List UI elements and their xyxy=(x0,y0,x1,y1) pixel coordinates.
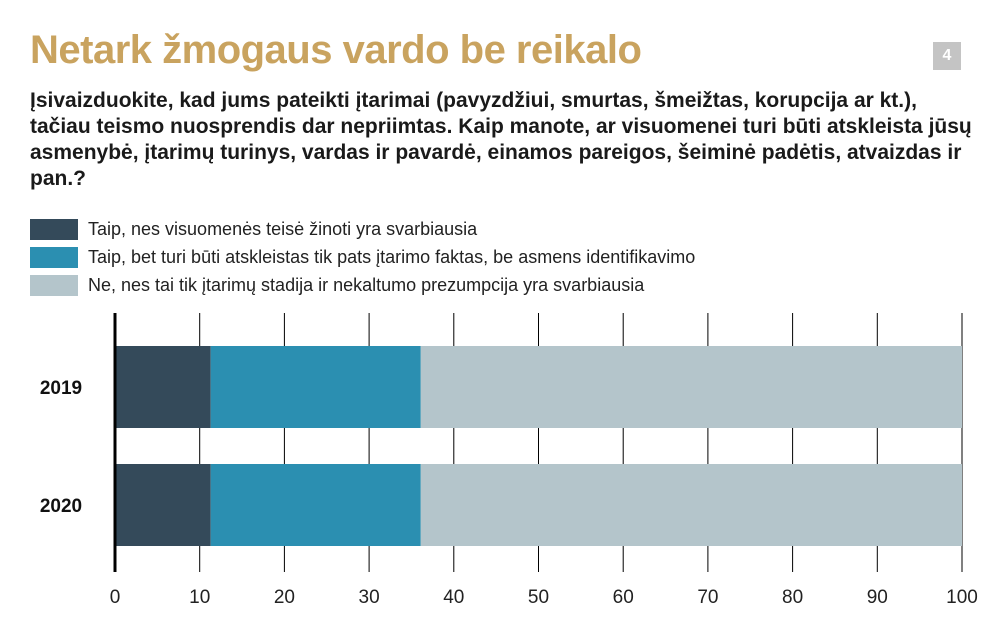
x-tick-label: 90 xyxy=(867,587,888,608)
x-tick-label: 100 xyxy=(946,587,978,608)
x-tick-label: 0 xyxy=(110,587,121,608)
chart-subtitle: Įsivaizduokite, kad jums pateikti įtarim… xyxy=(30,89,972,190)
x-tick-label: 80 xyxy=(782,587,803,608)
bar-segment xyxy=(210,464,421,546)
bar-segment xyxy=(115,464,211,546)
category-label: 2019 xyxy=(40,378,82,399)
x-tick-label: 30 xyxy=(359,587,380,608)
legend-label: Taip, bet turi būti atskleistas tik pats… xyxy=(88,246,696,267)
bar-segment xyxy=(420,346,963,428)
legend-swatch xyxy=(30,218,78,240)
legend-label: Ne, nes tai tik įtarimų stadija ir nekal… xyxy=(88,274,645,295)
category-label: 2020 xyxy=(40,496,82,517)
bar-segment xyxy=(210,346,421,428)
chart-title: Netark žmogaus vardo be reikalo xyxy=(30,28,642,72)
bar-segment xyxy=(115,346,211,428)
x-tick-label: 70 xyxy=(697,587,718,608)
legend-label: Taip, nes visuomenės teisė žinoti yra sv… xyxy=(88,218,478,239)
legend: Taip, nes visuomenės teisė žinoti yra sv… xyxy=(30,215,695,299)
legend-swatch xyxy=(30,274,78,296)
legend-item: Taip, bet turi būti atskleistas tik pats… xyxy=(30,243,695,271)
legend-swatch xyxy=(30,246,78,268)
x-tick-label: 60 xyxy=(613,587,634,608)
page-number-badge: 4 xyxy=(933,42,961,70)
legend-item: Ne, nes tai tik įtarimų stadija ir nekal… xyxy=(30,271,695,299)
x-tick-label: 10 xyxy=(189,587,210,608)
x-tick-label: 50 xyxy=(528,587,549,608)
x-tick-label: 20 xyxy=(274,587,295,608)
bar-segment xyxy=(420,464,963,546)
legend-item: Taip, nes visuomenės teisė žinoti yra sv… xyxy=(30,215,695,243)
x-tick-label: 40 xyxy=(443,587,464,608)
